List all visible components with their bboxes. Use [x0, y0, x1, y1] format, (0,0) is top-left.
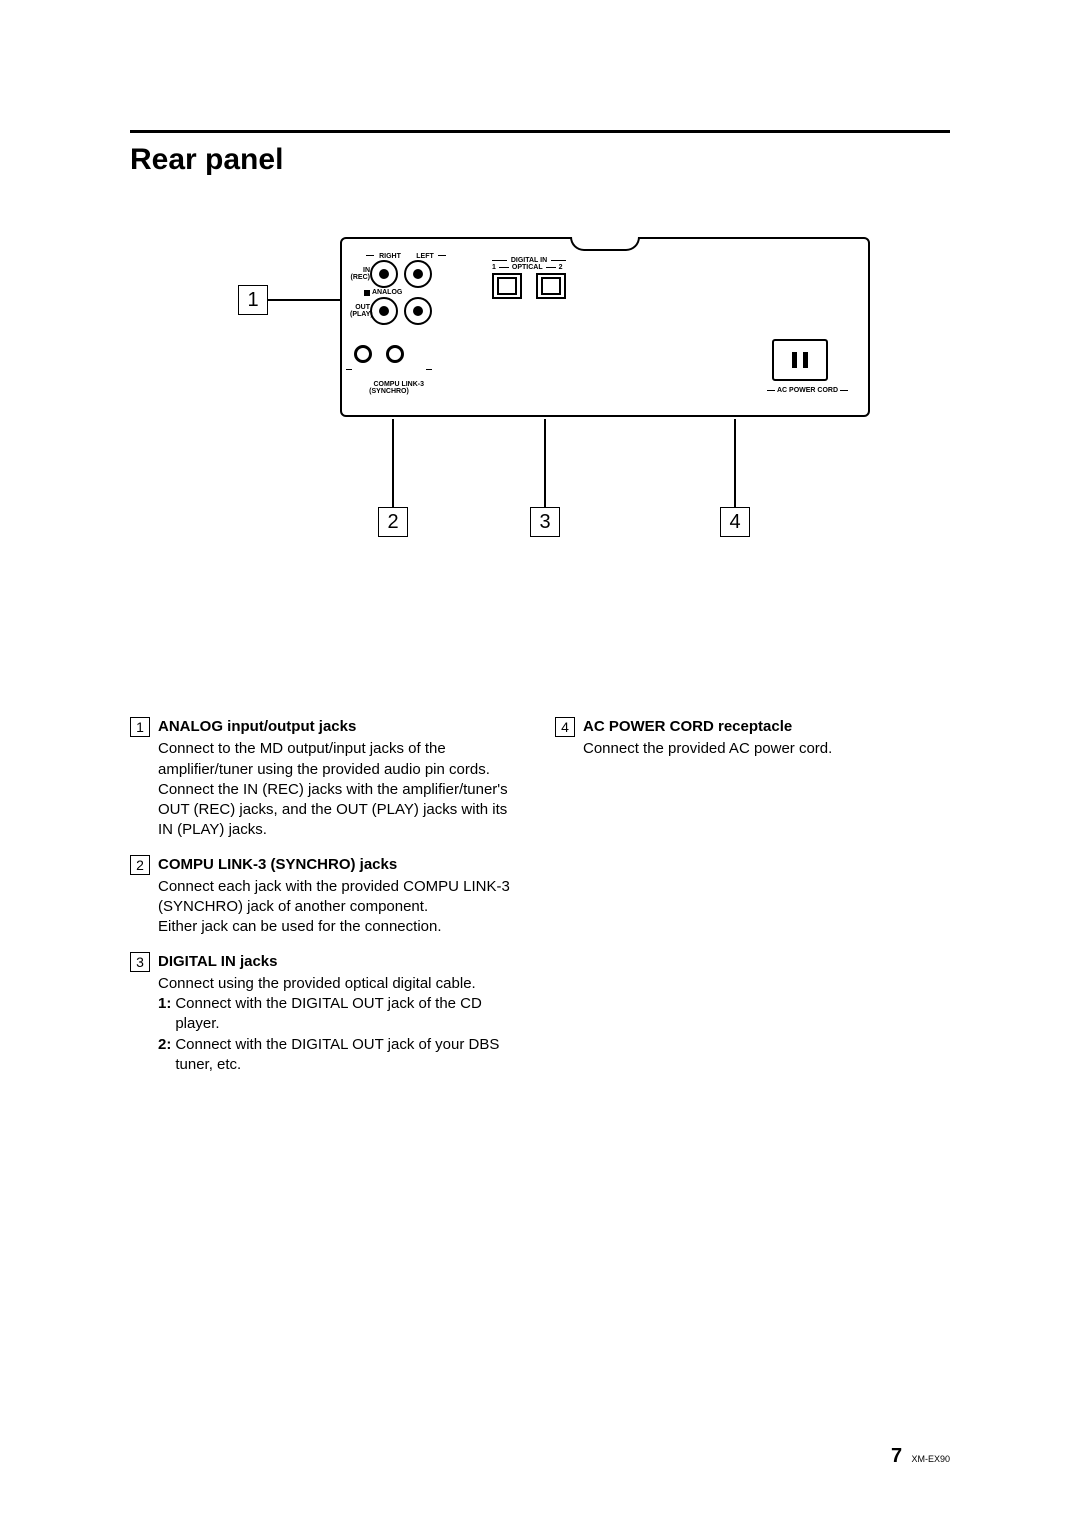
ac-power-cord-label: AC POWER CORD: [767, 387, 848, 394]
item-body: Connect the provided AC power cord.: [583, 739, 950, 759]
model-label: XM-EX90: [911, 1454, 950, 1464]
analog-label: ANALOG: [370, 289, 440, 296]
digital-in-label: DIGITAL IN: [511, 257, 547, 264]
item-title: AC POWER CORD receptacle: [583, 717, 792, 737]
lead-line: [544, 419, 546, 507]
item-body: Connect using the provided optical digit…: [158, 974, 525, 1075]
item-number-box: 4: [555, 717, 575, 737]
item-body: Connect to the MD output/input jacks of …: [158, 739, 525, 840]
callout-2: 2: [378, 507, 408, 537]
callout-3: 3: [530, 507, 560, 537]
optical-jack-icon: [536, 273, 566, 299]
item-3: 3 DIGITAL IN jacks Connect using the pro…: [130, 952, 525, 1076]
page-footer: 7 XM-EX90: [891, 1445, 950, 1468]
right-column: 4 AC POWER CORD receptacle Connect the p…: [555, 717, 950, 1089]
item-body-text: Connect using the provided optical digit…: [158, 974, 525, 994]
item-2: 2 COMPU LINK-3 (SYNCHRO) jacks Connect e…: [130, 855, 525, 938]
left-column: 1 ANALOG input/output jacks Connect to t…: [130, 717, 525, 1089]
lead-line: [268, 299, 348, 301]
compu-link-group: COMPU LINK-3 (SYNCHRO): [354, 345, 424, 409]
device-panel: RIGHT LEFT IN (REC) ANALOG OUT (PLAY: [340, 237, 870, 417]
optical-label: OPTICAL: [512, 264, 543, 271]
sub-text: Connect with the DIGITAL OUT jack of you…: [175, 1035, 525, 1076]
panel-notch: [570, 237, 640, 251]
horizontal-rule: [130, 130, 950, 133]
page: Rear panel 1 RIGHT LEFT: [0, 0, 1080, 1528]
left-label: LEFT: [410, 253, 440, 260]
in-rec-label: IN (REC): [350, 267, 370, 281]
item-number-box: 3: [130, 952, 150, 972]
sub-number: 2:: [158, 1035, 171, 1076]
sub-text: Connect with the DIGITAL OUT jack of the…: [175, 994, 525, 1035]
right-label: RIGHT: [372, 253, 408, 260]
jack-icon: [370, 297, 398, 325]
small-jack-icon: [354, 345, 372, 363]
sub-number: 1:: [158, 994, 171, 1035]
analog-jacks-group: RIGHT LEFT IN (REC) ANALOG OUT (PLAY: [350, 253, 440, 325]
item-body: Connect each jack with the provided COMP…: [158, 877, 525, 938]
callout-1: 1: [238, 285, 268, 315]
jack-icon: [370, 260, 398, 288]
digital-in-group: DIGITAL IN 1 OPTICAL 2: [492, 257, 566, 299]
optical-jack-icon: [492, 273, 522, 299]
rear-panel-diagram: 1 RIGHT LEFT IN (REC): [200, 237, 880, 557]
small-jack-icon: [386, 345, 404, 363]
out-play-label: OUT (PLAY): [350, 304, 370, 318]
lead-line: [392, 419, 394, 507]
item-number-box: 2: [130, 855, 150, 875]
ac-receptacle-icon: [772, 339, 828, 381]
compu-link-label: COMPU LINK-3 (SYNCHRO): [354, 367, 424, 409]
item-4: 4 AC POWER CORD receptacle Connect the p…: [555, 717, 950, 760]
jack-icon: [404, 260, 432, 288]
item-number-box: 1: [130, 717, 150, 737]
lead-line: [734, 419, 736, 507]
optical-1-label: 1: [492, 264, 496, 271]
section-title: Rear panel: [130, 143, 950, 177]
item-title: COMPU LINK-3 (SYNCHRO) jacks: [158, 855, 397, 875]
item-title: ANALOG input/output jacks: [158, 717, 356, 737]
item-1: 1 ANALOG input/output jacks Connect to t…: [130, 717, 525, 841]
callout-4: 4: [720, 507, 750, 537]
item-title: DIGITAL IN jacks: [158, 952, 277, 972]
optical-2-label: 2: [559, 264, 563, 271]
description-columns: 1 ANALOG input/output jacks Connect to t…: [130, 717, 950, 1089]
jack-icon: [404, 297, 432, 325]
page-number: 7: [891, 1445, 902, 1467]
